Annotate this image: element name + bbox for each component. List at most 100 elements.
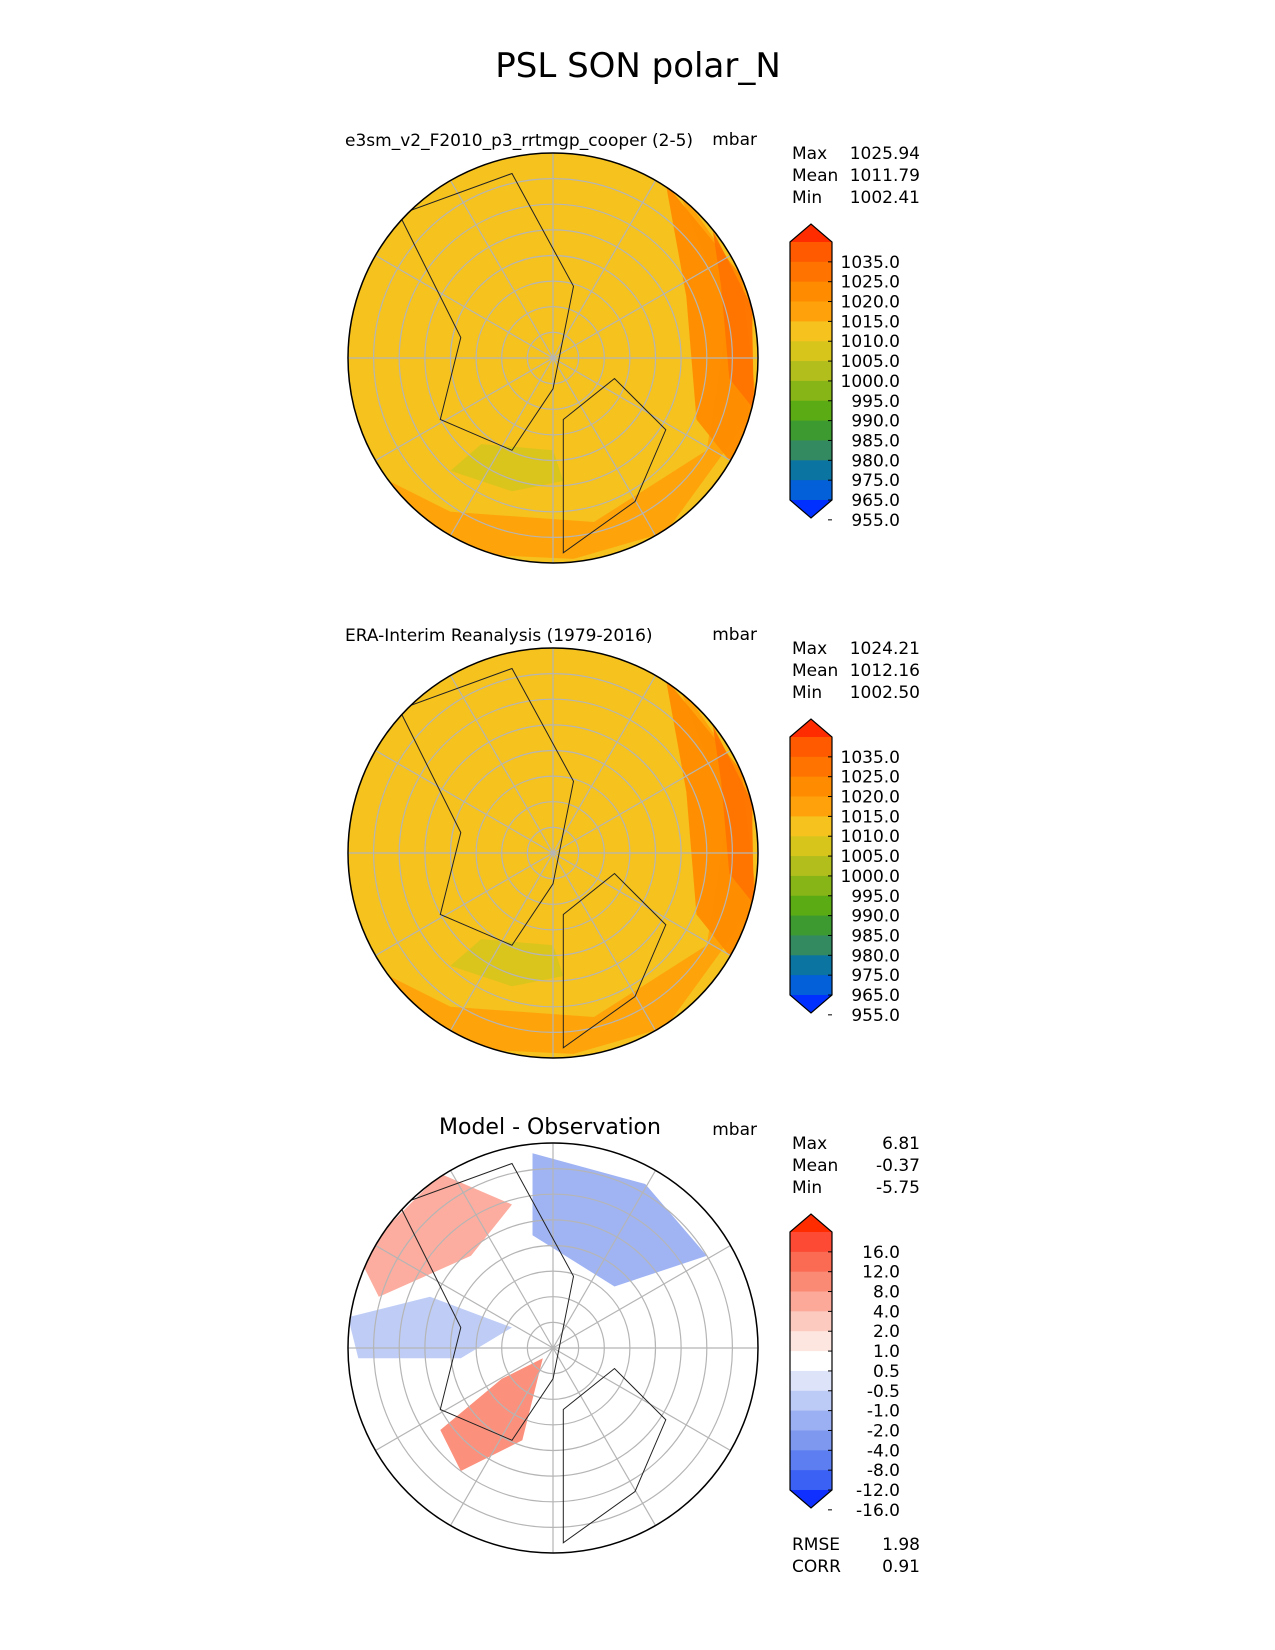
field-region [440,1358,543,1471]
colorbar-swatch [790,341,832,362]
panel-units: mbar [712,1120,757,1140]
coastline [398,667,575,946]
meridian-line [552,852,731,957]
colorbar-tick-label: 1020.0 [841,293,900,313]
polar-map [348,153,758,563]
coastline [562,1367,667,1544]
colorbar-tick-label: 1015.0 [841,312,900,332]
meridian-line [375,357,554,462]
colorbar-swatch [790,1291,832,1312]
colorbar-tick-label: -0.5 [867,1382,900,1402]
stat-value: 6.81 [882,1134,920,1154]
meridian-line [552,357,731,462]
colorbar-tick-label: -8.0 [867,1461,900,1481]
meridian-line [552,357,657,536]
colorbar-tick-label: 1000.0 [841,372,900,392]
colorbar-tick-label: 0.5 [873,1362,900,1382]
colorbar-tick-label: 980.0 [851,946,900,966]
colorbar-tick-label: 955.0 [851,511,900,531]
colorbar-swatch [790,480,832,501]
field-region [358,1173,512,1297]
map-border [347,1142,759,1554]
field-region [665,183,756,471]
meridian-line [449,180,554,359]
colorbar-extend-bottom [790,500,832,518]
colorbar-tick-label: 1025.0 [841,273,900,293]
colorbar-swatch [790,400,832,422]
colorbar-extend-top [790,719,832,737]
colorbar-swatch [790,1450,832,1471]
colorbar-tick-label: 995.0 [851,887,900,907]
stat-value: 1002.50 [850,683,920,703]
coastline [562,872,667,1049]
meridian-line [449,675,554,854]
colorbar-tick-label: 1035.0 [841,253,900,273]
colorbar-swatch [790,935,832,956]
meridian-line [552,1244,731,1349]
colorbar-tick-label: -16.0 [856,1501,900,1521]
meridian-line [552,1347,657,1526]
colorbar-tick-label: 16.0 [862,1243,900,1263]
meridian-line [375,254,554,359]
field-region [450,444,564,492]
panel-title: Model - Observation [439,1115,661,1140]
meridian-line [449,357,554,536]
meridian-line [552,254,731,359]
colorbar-tick-label: -12.0 [856,1481,900,1501]
colorbar-tick-label: 975.0 [851,966,900,986]
colorbar-extend-bottom [790,1490,832,1508]
colorbar-tick-label: 955.0 [851,1006,900,1026]
stat-value: 1012.16 [850,661,920,681]
field-region [712,230,754,410]
field-region [450,939,564,987]
colorbar-tick-label: 1010.0 [841,827,900,847]
metric-label: CORR [792,1557,841,1577]
meridian-line [552,180,657,359]
metric-label: RMSE [792,1535,840,1555]
meridian-line [449,1347,554,1526]
colorbar-swatch [790,321,832,342]
map-border [347,647,759,1059]
figure-title: PSL SON polar_N [495,46,781,86]
panel-units: mbar [712,130,757,150]
colorbar-tick-label: 1015.0 [841,807,900,827]
meridian-line [449,1170,554,1349]
stat-label: Min [792,683,822,703]
colorbar-tick-label: 1025.0 [841,768,900,788]
colorbar-swatch [790,380,832,402]
colorbar-swatch [790,836,832,857]
stat-label: Mean [792,661,838,681]
colorbar-swatch [790,242,832,263]
colorbar-tick-label: 1005.0 [841,352,900,372]
stat-value: -5.75 [876,1178,920,1198]
meridian-line [552,852,657,1031]
meridian-line [552,675,657,854]
colorbar: 1035.01025.01020.01015.01010.01005.01000… [789,718,900,1026]
colorbar-extend-top [790,1214,832,1232]
colorbar-swatch [790,361,832,382]
colorbar-tick-label: 8.0 [873,1283,900,1303]
field-region [712,725,754,905]
colorbar-tick-label: 985.0 [851,431,900,451]
colorbar-swatch [790,281,832,303]
colorbar-swatch [790,301,832,322]
stat-value: 1011.79 [850,166,920,186]
polar-map [348,648,758,1058]
colorbar-swatch [790,895,832,917]
colorbar-swatch [790,796,832,817]
polar-map [348,1143,758,1553]
colorbar-swatch [790,1370,832,1392]
colorbar-tick-label: 1010.0 [841,332,900,352]
colorbar-tick-label: 990.0 [851,907,900,927]
coastline [398,1162,575,1441]
field-region [348,1296,512,1359]
colorbar-tick-label: -1.0 [867,1402,900,1422]
metric-value: 0.91 [882,1557,920,1577]
colorbar-tick-label: 975.0 [851,471,900,491]
meridian-line [449,852,554,1031]
colorbar-swatch [790,1232,832,1253]
colorbar-tick-label: -4.0 [867,1441,900,1461]
colorbar-swatch [790,1331,832,1352]
colorbar-swatch [790,1410,832,1432]
